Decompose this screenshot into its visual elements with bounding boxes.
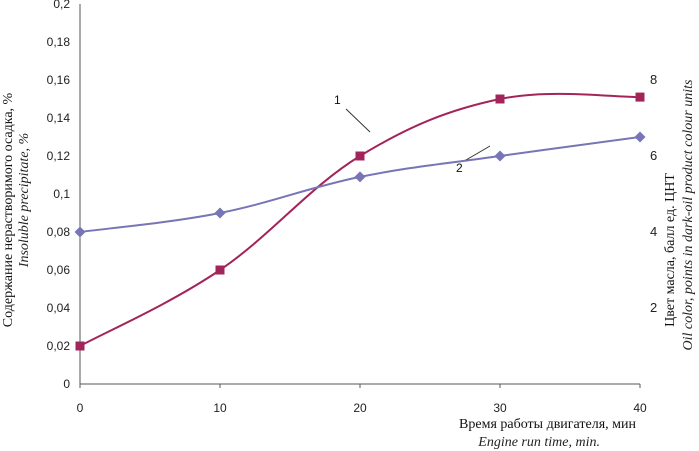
y-left-tick-label: 0,1 <box>53 187 70 201</box>
y-right-tick-label: 2 <box>650 300 657 315</box>
y-right-tick-label: 6 <box>650 148 657 163</box>
series-1-point <box>635 92 645 102</box>
x-tick-label: 40 <box>633 401 647 415</box>
y-left-tick-label: 0,18 <box>47 35 71 49</box>
series-2-leader-line <box>465 145 491 161</box>
y-left-tick-label: 0,2 <box>53 0 70 11</box>
series-1-point <box>215 265 225 275</box>
series-1-leader-line <box>345 108 371 133</box>
y-left-tick-label: 0 <box>63 377 70 391</box>
y-right-tick-label: 4 <box>650 224 657 239</box>
y-right-tick-label: 8 <box>650 72 657 87</box>
y-axis-label-right-en: Oil color, points in dark-oil product co… <box>681 79 696 350</box>
x-axis-label-en: Engine run time, min. <box>477 435 600 450</box>
series-1-label: 1 <box>334 93 341 107</box>
series-1-line <box>79 92 641 347</box>
series-2-point <box>494 150 506 162</box>
series-2-point <box>354 171 366 183</box>
y-left-tick-label: 0,14 <box>47 111 71 125</box>
y-left-tick-label: 0,12 <box>47 149 71 163</box>
y-left-tick-labels: 0 0,02 0,04 0,06 0,08 0,1 0,12 0,14 0,16 0,18 0,2 <box>47 0 71 391</box>
y-left-tick-label: 0,04 <box>47 301 71 315</box>
series-1 <box>75 92 645 351</box>
x-tick-labels: 0 10 20 30 40 <box>77 384 647 415</box>
x-tick-label: 0 <box>77 401 84 415</box>
series-2-point <box>214 207 226 219</box>
y-left-tick-label: 0,16 <box>47 73 71 87</box>
series-2 <box>74 131 646 238</box>
x-tick-label: 20 <box>353 401 367 415</box>
x-tick-label: 10 <box>213 401 227 415</box>
series-1-point <box>495 94 505 104</box>
y-left-tick-label: 0,02 <box>47 339 71 353</box>
y-axis-label-left: Содержание нерастворимого осадка, % <box>1 92 16 327</box>
y-axis-label-right: Цвет масла, балл ед. ЦНТ <box>663 173 678 327</box>
series-2-line <box>79 136 641 233</box>
y-left-tick-label: 0,06 <box>47 263 71 277</box>
series-1-point <box>355 151 365 161</box>
series-2-point <box>74 226 86 238</box>
series-1-point <box>75 341 85 351</box>
y-right-tick-labels: 2 4 6 8 <box>650 72 657 315</box>
series-2-label: 2 <box>456 161 463 175</box>
series-2-point <box>634 131 646 143</box>
x-axis-label: Время работы двигателя, мин <box>459 417 636 432</box>
y-left-tick-label: 0,08 <box>47 225 71 239</box>
series-layer <box>74 92 646 351</box>
x-tick-label: 30 <box>493 401 507 415</box>
y-axis-label-left-en: Insoluble precipitate, % <box>17 133 32 268</box>
